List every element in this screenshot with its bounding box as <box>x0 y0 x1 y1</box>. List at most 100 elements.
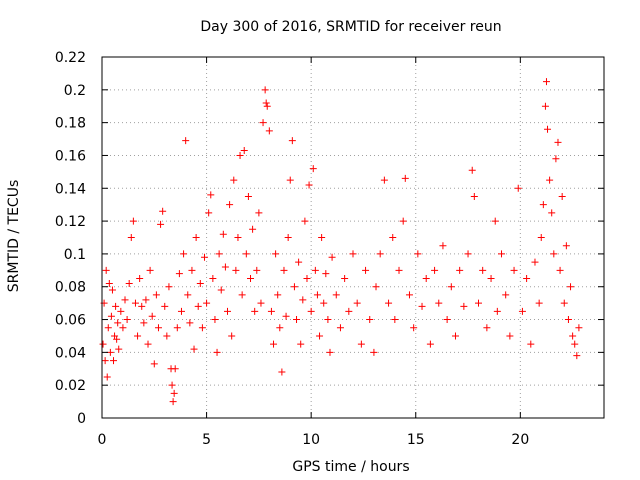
data-point <box>203 299 211 307</box>
data-point <box>475 299 482 307</box>
y-tick-label: 0.18 <box>55 116 86 132</box>
data-point <box>431 266 439 274</box>
data-point <box>270 340 278 348</box>
data-point <box>207 191 215 199</box>
data-point <box>230 176 238 184</box>
x-tick-label: 20 <box>511 432 529 448</box>
data-point <box>558 192 566 200</box>
data-point <box>286 176 294 184</box>
data-point <box>105 279 113 287</box>
data-point <box>144 340 152 348</box>
data-point <box>542 78 550 86</box>
data-point <box>299 296 307 304</box>
data-point <box>255 209 263 217</box>
x-axis-ticks: 0 5 10 15 20 <box>98 57 529 448</box>
data-point <box>114 319 122 327</box>
data-point <box>460 302 468 310</box>
data-point <box>138 302 146 310</box>
data-point <box>217 286 225 294</box>
data-point <box>159 207 167 215</box>
data-point <box>284 234 292 241</box>
data-point <box>405 291 413 299</box>
x-tick-label: 5 <box>202 432 211 448</box>
data-point <box>108 286 116 294</box>
data-point <box>324 316 332 324</box>
data-point <box>320 299 328 307</box>
data-point <box>259 119 267 127</box>
data-point <box>261 86 269 94</box>
data-point <box>140 319 148 327</box>
data-point <box>282 312 290 320</box>
data-point <box>345 307 353 315</box>
data-point <box>169 398 177 406</box>
data-point <box>163 332 171 340</box>
data-point <box>107 312 115 320</box>
data-point <box>311 266 319 274</box>
data-point <box>173 324 181 332</box>
y-tick-label: 0.2 <box>64 83 86 99</box>
data-point <box>470 192 478 200</box>
data-point <box>129 217 137 225</box>
y-tick-label: 0.04 <box>55 345 86 361</box>
data-point <box>221 263 229 271</box>
data-point <box>451 332 459 340</box>
data-point <box>224 307 231 315</box>
data-point <box>134 332 142 340</box>
data-point <box>443 316 451 324</box>
data-point <box>171 365 179 373</box>
y-tick-label: 0 <box>77 411 86 427</box>
data-point <box>544 125 552 133</box>
data-point <box>318 234 326 241</box>
data-point <box>117 307 125 315</box>
data-point <box>548 209 556 217</box>
data-point <box>487 275 495 283</box>
data-point <box>121 296 129 304</box>
data-point <box>426 340 434 348</box>
data-point <box>157 220 165 228</box>
data-point <box>322 270 330 278</box>
data-point <box>106 348 114 356</box>
data-point <box>414 250 422 258</box>
data-point <box>435 299 443 307</box>
data-point <box>410 324 418 332</box>
y-tick-label: 0.14 <box>55 181 86 197</box>
data-point <box>556 266 564 274</box>
data-point <box>131 299 139 307</box>
data-point <box>401 174 409 182</box>
data-point <box>328 253 336 261</box>
data-point <box>447 283 455 291</box>
data-point <box>238 291 246 299</box>
data-point <box>362 266 370 274</box>
data-point <box>274 291 282 299</box>
data-point <box>211 316 219 324</box>
data-point <box>213 348 221 356</box>
data-point <box>510 266 518 274</box>
data-point <box>200 253 208 261</box>
data-point <box>170 389 178 397</box>
data-point <box>265 127 273 135</box>
data-point <box>376 250 384 258</box>
x-axis-title: GPS time / hours <box>292 459 409 475</box>
data-point <box>372 283 380 291</box>
data-point <box>385 299 393 307</box>
data-point <box>182 137 190 145</box>
data-point <box>110 357 118 365</box>
data-point <box>326 348 334 356</box>
data-point <box>267 307 275 315</box>
data-point <box>307 307 315 315</box>
data-point <box>353 299 361 307</box>
data-point <box>152 291 160 299</box>
y-tick-label: 0.22 <box>55 50 86 66</box>
data-point <box>194 302 202 310</box>
data-point <box>112 302 120 310</box>
data-point <box>468 166 476 174</box>
data-point <box>366 316 374 324</box>
data-point <box>192 234 200 241</box>
y-tick-label: 0.12 <box>55 214 86 230</box>
data-point <box>389 234 397 241</box>
data-point <box>165 283 173 291</box>
data-point <box>560 299 568 307</box>
data-point <box>198 324 206 332</box>
x-tick-label: 15 <box>407 432 425 448</box>
data-point <box>523 275 531 283</box>
